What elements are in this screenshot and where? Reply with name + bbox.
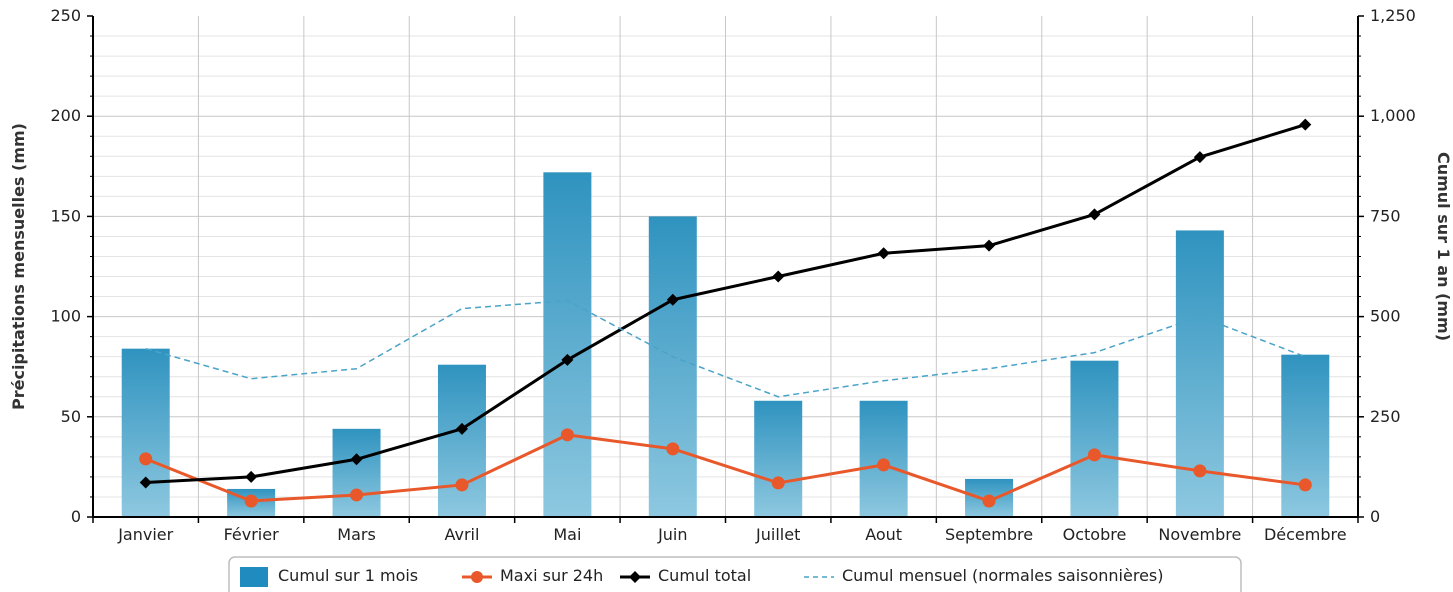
y2-tick-label: 1,250 [1370, 6, 1416, 25]
marker-maxi-24h [1193, 464, 1206, 477]
x-tick-label: Octobre [1063, 525, 1127, 544]
marker-maxi-24h [666, 442, 679, 455]
y-axis-title: Précipitations mensuelles (mm) [9, 123, 28, 410]
y2-tick-label: 750 [1370, 206, 1401, 225]
x-tick-label: Novembre [1158, 525, 1241, 544]
bar-janvier [122, 349, 170, 517]
y-tick-label: 200 [50, 106, 81, 125]
x-tick-label: Janvier [117, 525, 173, 544]
legend-swatch-bar [240, 567, 268, 587]
legend-marker-circle [471, 571, 483, 583]
marker-maxi-24h [772, 476, 785, 489]
y-tick-label: 0 [71, 507, 81, 526]
marker-maxi-24h [561, 428, 574, 441]
y-tick-label: 250 [50, 6, 81, 25]
y2-tick-label: 500 [1370, 307, 1401, 326]
x-tick-label: Mai [553, 525, 581, 544]
bar-mai [543, 172, 591, 517]
legend: Cumul sur 1 mois Maxi sur 24h Cumul total C… [229, 557, 1241, 592]
marker-maxi-24h [245, 494, 258, 507]
legend-label: Cumul mensuel (normales saisonnières) [842, 566, 1164, 585]
marker-maxi-24h [139, 452, 152, 465]
legend-label: Cumul sur 1 mois [278, 566, 418, 585]
marker-maxi-24h [1088, 448, 1101, 461]
marker-maxi-24h [350, 488, 363, 501]
y-tick-label: 150 [50, 206, 81, 225]
y2-tick-label: 1,000 [1370, 106, 1416, 125]
marker-maxi-24h [1299, 478, 1312, 491]
bar-octobre [1070, 361, 1118, 517]
x-tick-label: Septembre [945, 525, 1033, 544]
y-tick-label: 50 [61, 407, 81, 426]
x-tick-label: Mars [337, 525, 376, 544]
bar-juillet [754, 401, 802, 517]
x-tick-label: Juin [657, 525, 687, 544]
x-tick-label: Décembre [1264, 525, 1347, 544]
y-tick-label: 100 [50, 307, 81, 326]
marker-maxi-24h [455, 478, 468, 491]
marker-maxi-24h [983, 494, 996, 507]
x-tick-label: Avril [444, 525, 479, 544]
bar-juin [649, 216, 697, 517]
y2-tick-label: 0 [1370, 507, 1380, 526]
x-tick-label: Février [224, 525, 280, 544]
y2-tick-label: 250 [1370, 407, 1401, 426]
marker-maxi-24h [877, 458, 890, 471]
bar-mars [333, 429, 381, 517]
legend-label: Maxi sur 24h [500, 566, 603, 585]
x-tick-label: Juillet [755, 525, 800, 544]
bar-avril [438, 365, 486, 517]
y2-axis-title: Cumul sur 1 an (mm) [1434, 152, 1453, 341]
legend-label: Cumul total [658, 566, 751, 585]
x-tick-label: Aout [865, 525, 902, 544]
bar-décembre [1281, 355, 1329, 517]
